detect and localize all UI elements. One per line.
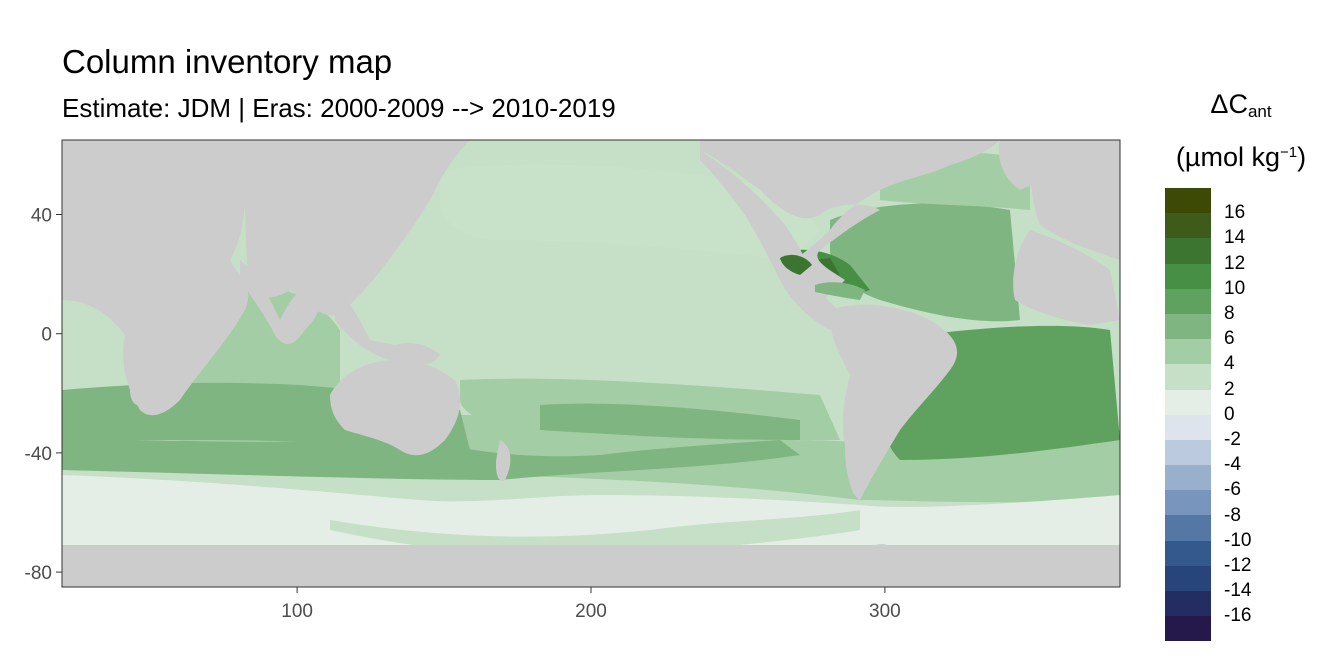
x-tick-label: 200	[575, 601, 607, 622]
colorbar-label: 6	[1224, 328, 1235, 350]
colorbar-swatch	[1165, 465, 1211, 491]
southeast-asia	[335, 290, 440, 365]
colorbar-label: -14	[1224, 580, 1252, 602]
map-title: Column inventory map	[62, 43, 393, 80]
colorbar-swatch	[1165, 364, 1211, 390]
atlantic-north	[830, 203, 1020, 322]
colorbar-label: 0	[1224, 403, 1235, 425]
colorbar-swatch	[1165, 188, 1211, 214]
new-zealand	[495, 440, 511, 481]
colorbar-label: -8	[1224, 504, 1241, 526]
south-pacific-green	[540, 403, 800, 440]
africa	[62, 140, 249, 416]
colorbar-label: 12	[1224, 252, 1246, 274]
colorbar-label: 10	[1224, 277, 1246, 299]
colorbar-swatch	[1165, 565, 1211, 591]
gulf-of-mexico	[780, 254, 812, 275]
colorbar-swatch	[1165, 288, 1211, 314]
colorbar-swatch	[1165, 389, 1211, 415]
y-tick-label: 0	[41, 325, 52, 346]
caribbean-sea-tint	[815, 282, 865, 300]
colorbar-label: -6	[1224, 479, 1241, 501]
map-subtitle: Estimate: JDM | Eras: 2000-2009 --> 2010…	[62, 93, 616, 123]
colorbar-swatch	[1165, 540, 1211, 566]
south-america	[829, 304, 958, 500]
colorbar-swatch	[1165, 515, 1211, 541]
southern-band-green	[62, 439, 800, 480]
colorbar-label: 2	[1224, 378, 1235, 400]
europe	[1030, 140, 1120, 260]
colorbar-swatch	[1165, 339, 1211, 365]
antarctic-peninsula	[855, 544, 890, 562]
southern-ocean-ring	[330, 510, 860, 556]
colorbar-label: -12	[1224, 555, 1252, 576]
japan	[400, 199, 425, 230]
colorbar-swatch	[1165, 213, 1211, 239]
colorbar-label: 8	[1224, 303, 1235, 324]
madagascar	[130, 378, 147, 406]
x-tick-label: 100	[281, 601, 313, 622]
y-tick-label: -80	[25, 563, 52, 584]
y-tick-label: -40	[25, 444, 52, 465]
colorbar-swatch	[1165, 439, 1211, 466]
colorbar-swatch	[1165, 616, 1211, 642]
colorbar-swatch	[1165, 263, 1211, 289]
legend-colorbar	[1165, 188, 1211, 642]
southern-ocean-pale	[62, 475, 1120, 555]
x-tick-label: 300	[869, 601, 901, 622]
colorbar-label: -16	[1224, 605, 1252, 627]
indian-subcontinent	[240, 260, 322, 345]
colorbar-label: -4	[1224, 454, 1241, 476]
colorbar-label: 4	[1224, 353, 1235, 375]
west-africa	[1013, 230, 1120, 325]
colorbar-swatch	[1165, 238, 1211, 264]
australia	[330, 359, 461, 456]
eurasia	[240, 140, 470, 316]
colorbar-label: -2	[1224, 429, 1241, 450]
colorbar-label: -10	[1224, 529, 1252, 551]
colorbar-label: 16	[1224, 202, 1246, 224]
legend-title-unit: (µmol kg−1)	[1175, 142, 1307, 172]
colorbar-swatch	[1165, 313, 1211, 340]
y-tick-label: 40	[31, 206, 52, 227]
antarctica	[62, 545, 1120, 587]
colorbar-label: 14	[1224, 227, 1246, 249]
colorbar-swatch	[1165, 490, 1211, 516]
colorbar-swatch	[1165, 414, 1211, 440]
legend-title-variable: ΔCant	[1210, 89, 1272, 121]
north-america	[700, 140, 1000, 305]
colorbar-swatch	[1165, 591, 1211, 617]
